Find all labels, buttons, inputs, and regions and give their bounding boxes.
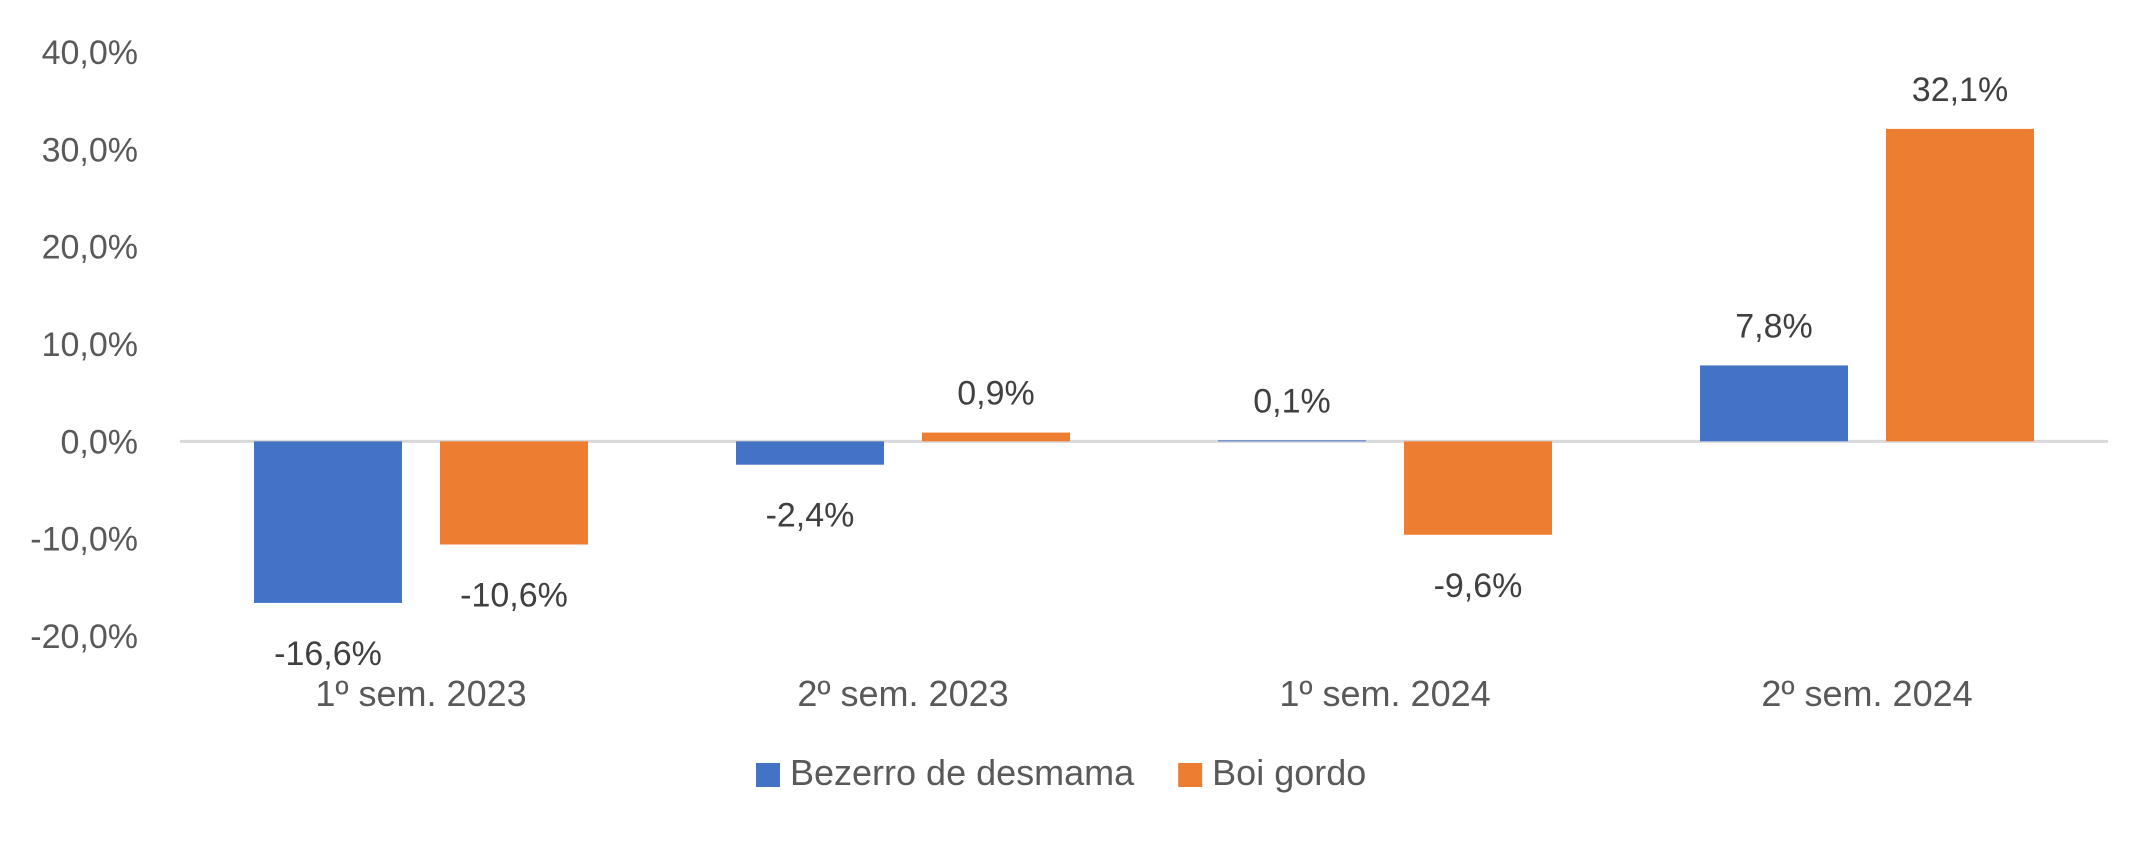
y-tick-label: -10,0% <box>30 521 138 559</box>
bars <box>254 128 2034 603</box>
y-tick-label: 20,0% <box>42 229 138 267</box>
legend: Bezerro de desmama Boi gordo <box>756 752 1366 793</box>
bar-boi-0 <box>440 441 588 545</box>
x-tick-label: 1º sem. 2023 <box>315 673 526 714</box>
y-tick-label: 30,0% <box>42 131 138 169</box>
bar-boi-2 <box>1404 441 1552 535</box>
bar-bezerro-0 <box>254 441 402 603</box>
y-axis: 40,0% 30,0% 20,0% 10,0% 0,0% -10,0% -20,0% <box>30 34 138 656</box>
data-label: 7,8% <box>1735 307 1813 345</box>
bar-bezerro-3 <box>1700 365 1848 442</box>
bar-bezerro-1 <box>736 441 884 465</box>
x-axis: 1º sem. 2023 2º sem. 2023 1º sem. 2024 2º s… <box>315 673 1972 714</box>
data-label: 0,1% <box>1253 382 1331 420</box>
bar-boi-3 <box>1886 128 2034 442</box>
data-label: -2,4% <box>766 497 855 535</box>
data-label: 0,9% <box>957 375 1035 413</box>
bar-bezerro-2 <box>1218 440 1366 442</box>
legend-item: Bezerro de desmama <box>756 752 1135 793</box>
y-tick-label: 0,0% <box>61 423 139 461</box>
bar-boi-1 <box>922 432 1070 442</box>
data-label: -16,6% <box>274 635 382 673</box>
y-tick-label: 10,0% <box>42 326 138 364</box>
legend-swatch <box>1178 763 1203 787</box>
x-tick-label: 2º sem. 2024 <box>1761 673 1972 714</box>
y-tick-label: 40,0% <box>42 34 138 72</box>
y-tick-label: -20,0% <box>30 618 138 656</box>
x-tick-label: 1º sem. 2024 <box>1279 673 1490 714</box>
data-label: -9,6% <box>1434 567 1523 605</box>
legend-item: Boi gordo <box>1178 752 1366 793</box>
legend-swatch <box>756 763 780 787</box>
x-tick-label: 2º sem. 2023 <box>797 673 1008 714</box>
data-label: -10,6% <box>460 577 568 615</box>
legend-label: Bezerro de desmama <box>790 752 1135 793</box>
data-label: 32,1% <box>1912 71 2008 109</box>
legend-label: Boi gordo <box>1212 752 1366 793</box>
data-labels: -16,6% -10,6% -2,4% 0,9% 0,1% -9,6% 7,8% 32,1% <box>274 71 2008 673</box>
